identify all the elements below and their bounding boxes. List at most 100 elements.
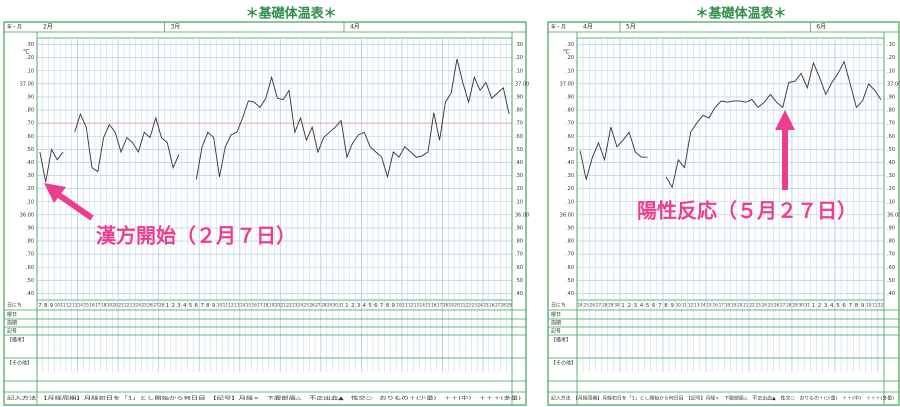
x-tick-label: 17 <box>257 303 263 308</box>
month-label: 4月 <box>583 24 593 31</box>
y-tick-label: .50 <box>566 147 574 153</box>
y-tick-label: .30 <box>26 42 34 48</box>
row-label: 曜日 <box>551 312 561 318</box>
y-tick-label-right: .40 <box>515 160 523 166</box>
x-tick-label: 10 <box>217 303 223 308</box>
y-tick-label: .60 <box>566 265 574 271</box>
x-tick-label: 26 <box>774 303 780 308</box>
x-tick-label: 10 <box>55 303 61 308</box>
y-tick-label: .30 <box>26 173 34 179</box>
x-tick-label: 7 <box>380 303 384 309</box>
x-tick-label: 15 <box>246 303 252 308</box>
x-tick-label: 15 <box>425 303 431 308</box>
x-tick-label: 14 <box>700 303 706 308</box>
x-tick-label: 17 <box>95 303 101 308</box>
y-tick-label: .40 <box>566 160 574 166</box>
unit-label: ℃ <box>563 49 570 56</box>
y-tick-label-right: 36.00 <box>887 212 900 218</box>
y-tick-label-right: .30 <box>887 173 895 179</box>
x-tick-label: 25 <box>584 303 590 308</box>
x-tick-label: 25 <box>304 303 310 308</box>
row-label: 曜日 <box>7 312 17 318</box>
x-tick-label: 6 <box>652 303 656 309</box>
y-tick-label: .40 <box>26 291 34 297</box>
x-tick-label: 10 <box>676 303 682 308</box>
x-tick-label: 23 <box>756 303 762 308</box>
annotation: 漢方開始（２月７日） <box>96 224 296 248</box>
y-tick-label-right: .10 <box>515 199 523 205</box>
y-tick-label-right: .90 <box>515 94 523 100</box>
y-tick-label-right: .20 <box>887 186 895 192</box>
x-tick-label: 22 <box>466 303 472 308</box>
y-tick-label-right: .90 <box>515 225 523 231</box>
x-tick-label: 11 <box>872 303 878 308</box>
y-tick-label-right: .70 <box>887 121 895 127</box>
x-tick-label: 25 <box>142 303 148 308</box>
x-tick-label: 1 <box>345 303 349 309</box>
x-tick-label: 28 <box>501 303 507 308</box>
chart-frame <box>3 21 527 406</box>
x-tick-label: 24 <box>762 303 768 308</box>
x-tick-label: 24 <box>578 303 584 308</box>
x-tick-label: 4 <box>640 303 644 309</box>
x-tick-label: 6 <box>374 303 378 309</box>
x-tick-label: 2 <box>818 303 822 309</box>
x-tick-label: 17 <box>437 303 443 308</box>
y-tick-label: .60 <box>26 134 34 140</box>
y-tick-label: .90 <box>566 225 574 231</box>
temperature-line <box>39 58 510 183</box>
x-tick-label: 21 <box>118 303 124 308</box>
y-tick-label-right: .30 <box>515 42 523 48</box>
row-label: 日にち <box>551 303 566 309</box>
x-tick-label: 16 <box>431 303 437 308</box>
month-label: 4月 <box>350 24 360 31</box>
x-tick-label: 12 <box>878 303 884 308</box>
x-tick-label: 11 <box>223 303 229 308</box>
y-tick-label: .10 <box>26 68 34 74</box>
y-tick-label: .80 <box>566 108 574 114</box>
row-label: 周期 <box>7 321 17 327</box>
x-tick-label: 5 <box>646 303 650 309</box>
x-tick-label: 19 <box>269 303 275 308</box>
x-tick-label: 20 <box>275 303 281 308</box>
x-tick-label: 14 <box>420 303 426 308</box>
x-tick-label: 22 <box>749 303 755 308</box>
x-tick-label: 28 <box>159 303 165 308</box>
row-label: 周期 <box>551 321 561 327</box>
y-tick-label: 36.00 <box>560 212 574 218</box>
x-tick-label: 29 <box>507 303 513 308</box>
x-tick-label: 1 <box>621 303 625 309</box>
x-tick-label: 11 <box>682 303 688 308</box>
y-tick-label: .90 <box>26 94 34 100</box>
y-tick-label-right: 37.00 <box>515 81 529 87</box>
x-tick-label: 15 <box>706 303 712 308</box>
x-tick-label: 5 <box>368 303 372 309</box>
x-tick-label: 12 <box>688 303 694 308</box>
month-label: 6月 <box>816 24 826 31</box>
y-tick-label: .90 <box>26 225 34 231</box>
y-tick-label: .20 <box>566 55 574 61</box>
x-tick-label: 6 <box>195 303 199 309</box>
chart-frame <box>547 21 900 406</box>
y-tick-label: .20 <box>26 186 34 192</box>
x-tick-label: 23 <box>292 303 298 308</box>
x-tick-label: 23 <box>130 303 136 308</box>
y-tick-label-right: 37.00 <box>887 81 900 87</box>
x-tick-label: 27 <box>153 303 159 308</box>
annotation-arrow <box>54 190 94 221</box>
y-tick-label-right: .60 <box>515 265 523 271</box>
x-tick-label: 7 <box>658 303 662 309</box>
y-tick-label: .80 <box>26 239 34 245</box>
x-tick-label: 4 <box>363 303 367 309</box>
x-tick-label: 13 <box>234 303 240 308</box>
x-tick-label: 8 <box>206 303 210 309</box>
x-tick-label: 19 <box>449 303 455 308</box>
x-tick-label: 14 <box>78 303 84 308</box>
y-tick-label: .30 <box>566 42 574 48</box>
x-tick-label: 31 <box>805 303 811 308</box>
y-tick-label: .60 <box>26 265 34 271</box>
x-tick-label: 12 <box>408 303 414 308</box>
row-label: 日にち <box>7 303 22 309</box>
x-tick-label: 27 <box>495 303 501 308</box>
y-tick-label: .40 <box>26 160 34 166</box>
